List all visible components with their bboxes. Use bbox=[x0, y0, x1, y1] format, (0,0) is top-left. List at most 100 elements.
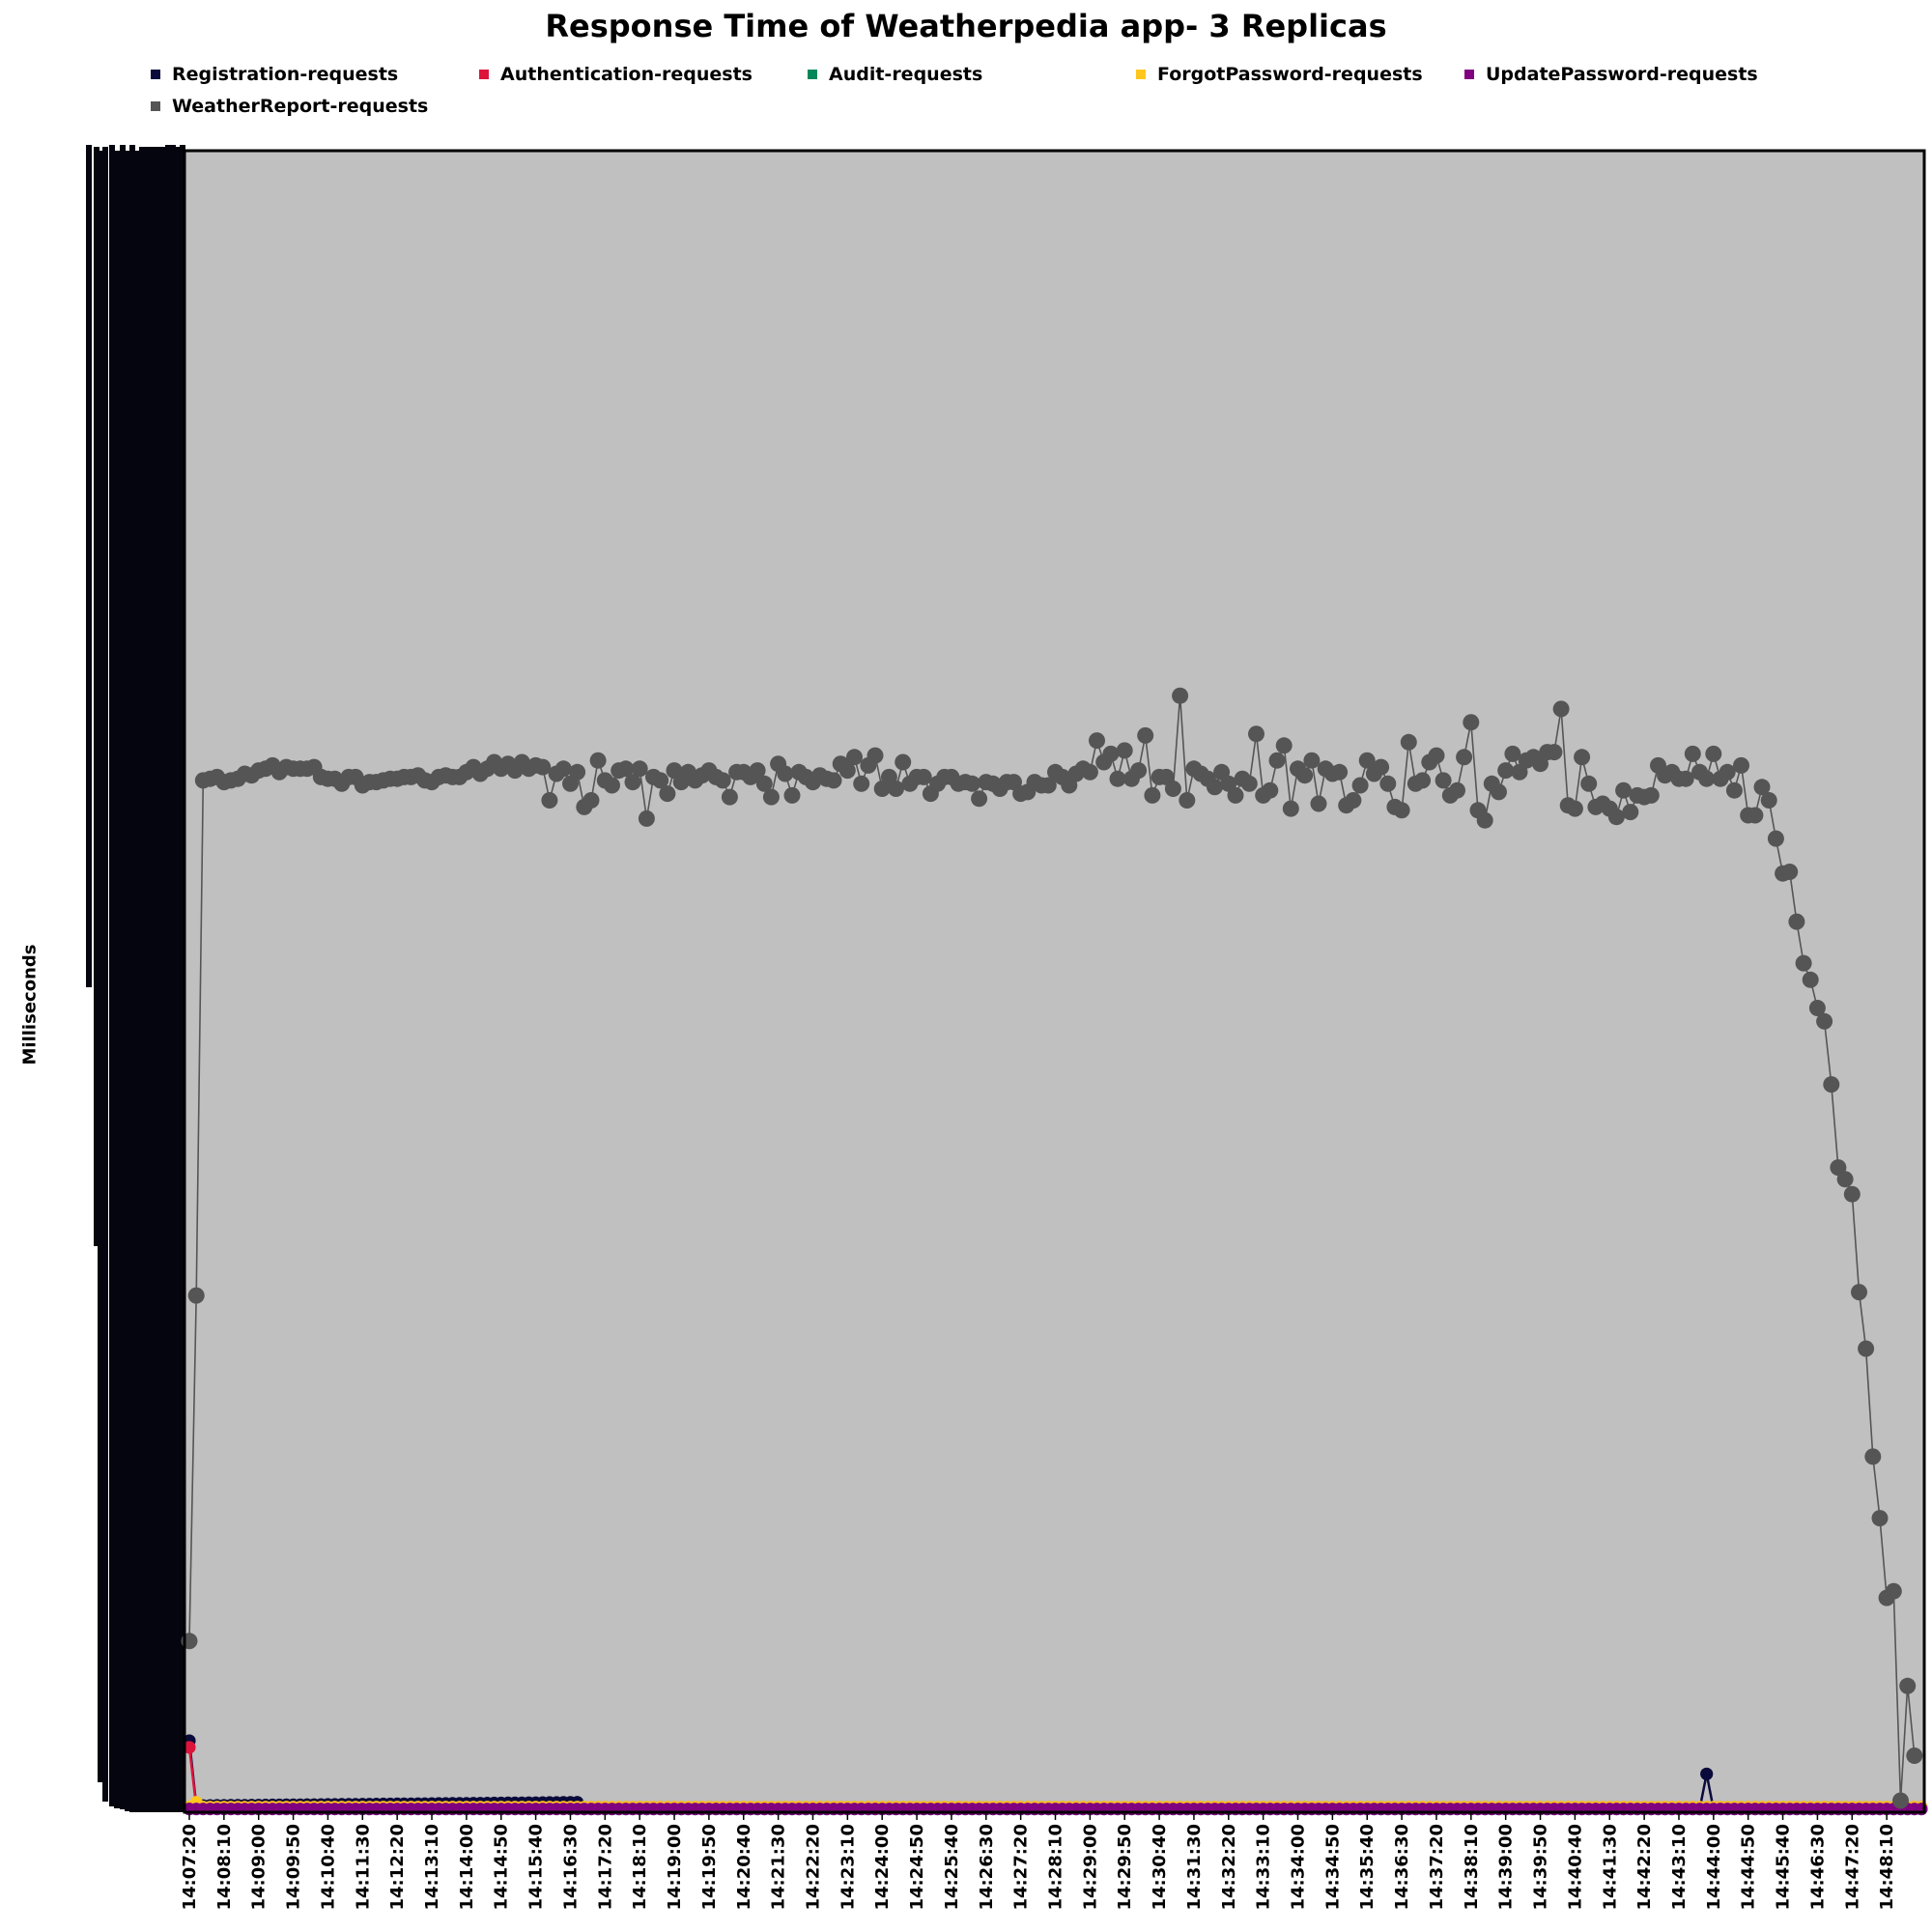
legend-swatch bbox=[479, 70, 489, 79]
legend-label: ForgotPassword-requests bbox=[1157, 64, 1423, 85]
data-point bbox=[895, 753, 912, 771]
data-point bbox=[1428, 747, 1445, 764]
data-point bbox=[1207, 779, 1223, 796]
data-point bbox=[1802, 971, 1819, 988]
legend-item: Authentication-requests bbox=[479, 62, 753, 87]
data-point bbox=[1303, 752, 1321, 769]
data-point bbox=[1491, 783, 1507, 801]
data-point bbox=[1393, 802, 1410, 819]
data-point bbox=[1435, 772, 1452, 789]
x-tick-label: 14:37:20 bbox=[1427, 1824, 1447, 1911]
x-tick-label: 14:34:50 bbox=[1322, 1824, 1343, 1911]
data-point bbox=[1816, 1012, 1833, 1030]
x-tick-label: 14:23:10 bbox=[838, 1824, 858, 1911]
legend-swatch bbox=[151, 101, 160, 111]
x-tick-label: 14:29:50 bbox=[1115, 1824, 1135, 1911]
data-point bbox=[1615, 781, 1633, 799]
x-tick-label: 14:39:00 bbox=[1496, 1824, 1517, 1911]
legend-swatch bbox=[808, 70, 817, 79]
x-tick-label: 14:11:30 bbox=[353, 1824, 373, 1911]
chart-title: Response Time of Weatherpedia app- 3 Rep… bbox=[545, 8, 1387, 44]
data-point bbox=[1725, 781, 1743, 799]
x-tick-label: 14:44:50 bbox=[1739, 1824, 1759, 1911]
legend-swatch bbox=[1464, 70, 1474, 79]
data-point bbox=[846, 749, 863, 766]
data-point bbox=[825, 772, 842, 789]
data-point bbox=[589, 752, 607, 769]
x-tick-label: 14:41:30 bbox=[1600, 1824, 1620, 1911]
y-tick-label-block bbox=[160, 147, 166, 1812]
data-point bbox=[1109, 770, 1126, 787]
data-point bbox=[582, 792, 600, 809]
data-point bbox=[1351, 777, 1369, 794]
data-point bbox=[187, 1287, 205, 1304]
data-point bbox=[1858, 1340, 1875, 1357]
y-tick-label-block bbox=[139, 147, 145, 1812]
x-tick-label: 14:38:10 bbox=[1462, 1824, 1482, 1911]
y-tick-label-block bbox=[120, 145, 126, 1809]
x-tick-label: 14:43:10 bbox=[1669, 1824, 1690, 1911]
x-tick-label: 14:25:40 bbox=[942, 1824, 962, 1911]
x-tick-label: 14:09:50 bbox=[284, 1824, 304, 1911]
legend-item: Registration-requests bbox=[151, 62, 398, 87]
data-point bbox=[1164, 781, 1181, 797]
x-tick-label: 14:21:30 bbox=[769, 1824, 789, 1911]
x-tick-label: 14:14:50 bbox=[492, 1824, 512, 1911]
data-point bbox=[714, 772, 731, 789]
data-point bbox=[183, 1741, 196, 1754]
data-point bbox=[888, 781, 904, 797]
data-point bbox=[652, 772, 669, 789]
legend-item: ForgotPassword-requests bbox=[1136, 62, 1423, 87]
x-tick-label: 14:22:20 bbox=[803, 1824, 823, 1911]
x-tick-label: 14:24:00 bbox=[872, 1824, 893, 1911]
data-point bbox=[1642, 786, 1660, 804]
data-point bbox=[1262, 781, 1279, 799]
x-tick-label: 14:13:10 bbox=[422, 1824, 442, 1911]
data-point bbox=[1116, 742, 1133, 759]
data-point bbox=[1081, 763, 1098, 781]
x-tick-label: 14:35:40 bbox=[1357, 1824, 1378, 1911]
x-tick-label: 14:45:40 bbox=[1774, 1824, 1794, 1911]
data-point bbox=[1227, 786, 1244, 804]
data-point bbox=[1144, 786, 1161, 804]
data-point bbox=[1851, 1284, 1867, 1301]
data-point bbox=[1504, 745, 1521, 762]
data-point bbox=[1379, 775, 1397, 792]
x-tick-label: 14:16:30 bbox=[560, 1824, 581, 1911]
data-point bbox=[1282, 800, 1299, 817]
y-tick-label-block bbox=[180, 145, 185, 1812]
x-tick-label: 14:19:00 bbox=[665, 1824, 685, 1911]
data-point bbox=[1760, 792, 1777, 809]
data-point bbox=[1275, 737, 1293, 754]
data-point bbox=[631, 760, 648, 778]
data-point bbox=[777, 765, 794, 782]
x-tick-label: 14:12:20 bbox=[387, 1824, 408, 1911]
y-tick-label-block bbox=[129, 145, 135, 1812]
data-point bbox=[1753, 779, 1771, 796]
data-point bbox=[1414, 772, 1432, 789]
y-tick-label-block bbox=[145, 147, 151, 1812]
data-point bbox=[915, 768, 932, 785]
plot-frame bbox=[183, 149, 1926, 1814]
data-point bbox=[1497, 762, 1515, 780]
data-point bbox=[971, 790, 988, 808]
data-point bbox=[1456, 749, 1473, 766]
x-tick-label: 14:09:00 bbox=[249, 1824, 270, 1911]
data-point bbox=[1906, 1747, 1923, 1764]
data-point bbox=[1248, 725, 1264, 743]
data-point bbox=[1179, 792, 1196, 809]
data-point bbox=[1622, 804, 1639, 821]
data-point bbox=[534, 758, 552, 776]
data-point bbox=[1039, 777, 1057, 794]
data-point bbox=[853, 775, 870, 792]
data-point bbox=[1705, 745, 1722, 762]
legend-item: Audit-requests bbox=[808, 62, 982, 87]
x-tick-label: 14:08:10 bbox=[214, 1824, 235, 1911]
data-point bbox=[1747, 807, 1764, 824]
data-point bbox=[617, 760, 635, 778]
data-point bbox=[1871, 1510, 1889, 1527]
data-point bbox=[1331, 763, 1349, 781]
x-tick-label: 14:17:20 bbox=[595, 1824, 615, 1911]
x-tick-label: 14:33:10 bbox=[1254, 1824, 1274, 1911]
data-point bbox=[1476, 811, 1493, 829]
